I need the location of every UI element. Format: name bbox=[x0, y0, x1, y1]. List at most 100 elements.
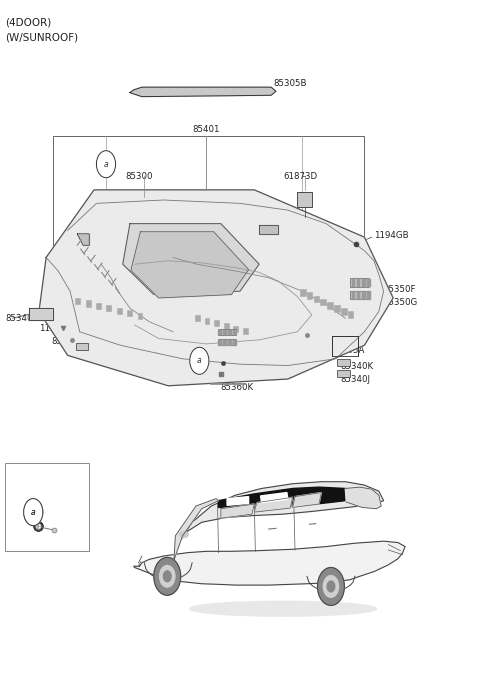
Bar bbox=[298, 192, 312, 206]
Circle shape bbox=[163, 571, 171, 582]
Bar bbox=[53, 136, 364, 311]
Text: 84679: 84679 bbox=[228, 359, 255, 368]
Bar bbox=[300, 289, 306, 296]
Bar bbox=[86, 301, 91, 307]
Text: 85340B: 85340B bbox=[5, 313, 39, 323]
Bar bbox=[127, 310, 132, 316]
Bar bbox=[96, 303, 101, 309]
Polygon shape bbox=[221, 504, 254, 518]
Bar bbox=[138, 313, 143, 319]
Bar bbox=[233, 326, 238, 332]
Text: 8534EA: 8534EA bbox=[51, 336, 84, 346]
Text: 61873D: 61873D bbox=[283, 172, 317, 181]
Bar bbox=[223, 340, 226, 345]
Text: 85350G: 85350G bbox=[384, 297, 418, 307]
Bar bbox=[362, 291, 365, 299]
Bar bbox=[350, 278, 369, 287]
Bar bbox=[223, 330, 226, 334]
Bar bbox=[217, 329, 236, 335]
Polygon shape bbox=[39, 190, 393, 386]
Ellipse shape bbox=[190, 601, 376, 616]
Bar bbox=[107, 305, 111, 311]
Text: (W/SUNROOF): (W/SUNROOF) bbox=[5, 32, 79, 43]
Bar bbox=[233, 330, 236, 334]
Bar bbox=[350, 290, 369, 299]
Text: 85340J: 85340J bbox=[340, 374, 371, 384]
Bar bbox=[341, 308, 347, 315]
Text: 85355A: 85355A bbox=[331, 346, 364, 355]
Bar bbox=[336, 370, 350, 377]
Text: 1194GB: 1194GB bbox=[374, 232, 408, 240]
Bar bbox=[214, 320, 219, 326]
Bar bbox=[351, 291, 354, 299]
Polygon shape bbox=[134, 541, 405, 585]
Bar bbox=[362, 279, 365, 286]
Bar bbox=[218, 330, 221, 334]
Polygon shape bbox=[254, 498, 293, 512]
Text: 8534EA: 8534EA bbox=[302, 334, 336, 343]
Text: (4DOOR): (4DOOR) bbox=[5, 18, 52, 28]
Text: 85350E: 85350E bbox=[223, 345, 256, 354]
Bar bbox=[224, 323, 228, 329]
Polygon shape bbox=[345, 487, 381, 508]
Text: 85401: 85401 bbox=[192, 125, 220, 133]
Bar bbox=[307, 292, 312, 299]
Polygon shape bbox=[218, 487, 345, 507]
Bar bbox=[357, 291, 360, 299]
Circle shape bbox=[327, 581, 335, 592]
Polygon shape bbox=[131, 232, 249, 298]
Bar bbox=[233, 340, 236, 345]
Text: a: a bbox=[31, 508, 36, 517]
Circle shape bbox=[190, 347, 209, 374]
Bar bbox=[357, 279, 360, 286]
Bar bbox=[218, 340, 221, 345]
Bar bbox=[5, 464, 89, 551]
Bar bbox=[204, 318, 209, 324]
Bar bbox=[334, 305, 340, 312]
Bar bbox=[228, 330, 231, 334]
Circle shape bbox=[323, 575, 338, 597]
Text: 85300: 85300 bbox=[125, 172, 153, 181]
Text: 1124DC: 1124DC bbox=[39, 324, 73, 333]
Polygon shape bbox=[261, 493, 288, 503]
Bar bbox=[336, 359, 350, 366]
Bar bbox=[313, 296, 319, 303]
Polygon shape bbox=[29, 308, 53, 320]
Text: 85350D: 85350D bbox=[223, 334, 257, 343]
Ellipse shape bbox=[179, 531, 189, 538]
Circle shape bbox=[96, 151, 116, 177]
Circle shape bbox=[159, 565, 175, 587]
Bar bbox=[117, 308, 121, 314]
Polygon shape bbox=[123, 223, 259, 294]
Bar bbox=[243, 328, 248, 334]
Circle shape bbox=[318, 567, 344, 605]
Polygon shape bbox=[130, 87, 276, 97]
Bar bbox=[76, 343, 88, 350]
Text: a: a bbox=[197, 356, 202, 366]
Circle shape bbox=[24, 499, 43, 525]
Bar bbox=[348, 311, 353, 318]
Polygon shape bbox=[174, 499, 218, 560]
Text: 85305B: 85305B bbox=[274, 79, 307, 87]
Bar bbox=[351, 279, 354, 286]
Bar bbox=[367, 291, 370, 299]
Text: 85316: 85316 bbox=[68, 348, 95, 357]
Text: 1131AD: 1131AD bbox=[221, 370, 255, 380]
Bar bbox=[228, 340, 231, 345]
Bar bbox=[75, 298, 80, 304]
Circle shape bbox=[154, 557, 180, 595]
Polygon shape bbox=[77, 234, 89, 245]
Text: 85340K: 85340K bbox=[340, 362, 373, 372]
Bar bbox=[217, 339, 236, 345]
Text: 85350F: 85350F bbox=[384, 286, 416, 294]
Bar bbox=[320, 299, 326, 305]
Polygon shape bbox=[259, 225, 278, 234]
Text: a: a bbox=[104, 160, 108, 169]
Polygon shape bbox=[227, 497, 249, 505]
Bar bbox=[195, 315, 200, 321]
Polygon shape bbox=[173, 482, 384, 561]
Text: a: a bbox=[31, 508, 36, 517]
Polygon shape bbox=[293, 493, 322, 507]
Bar bbox=[327, 302, 333, 309]
Circle shape bbox=[24, 499, 43, 525]
